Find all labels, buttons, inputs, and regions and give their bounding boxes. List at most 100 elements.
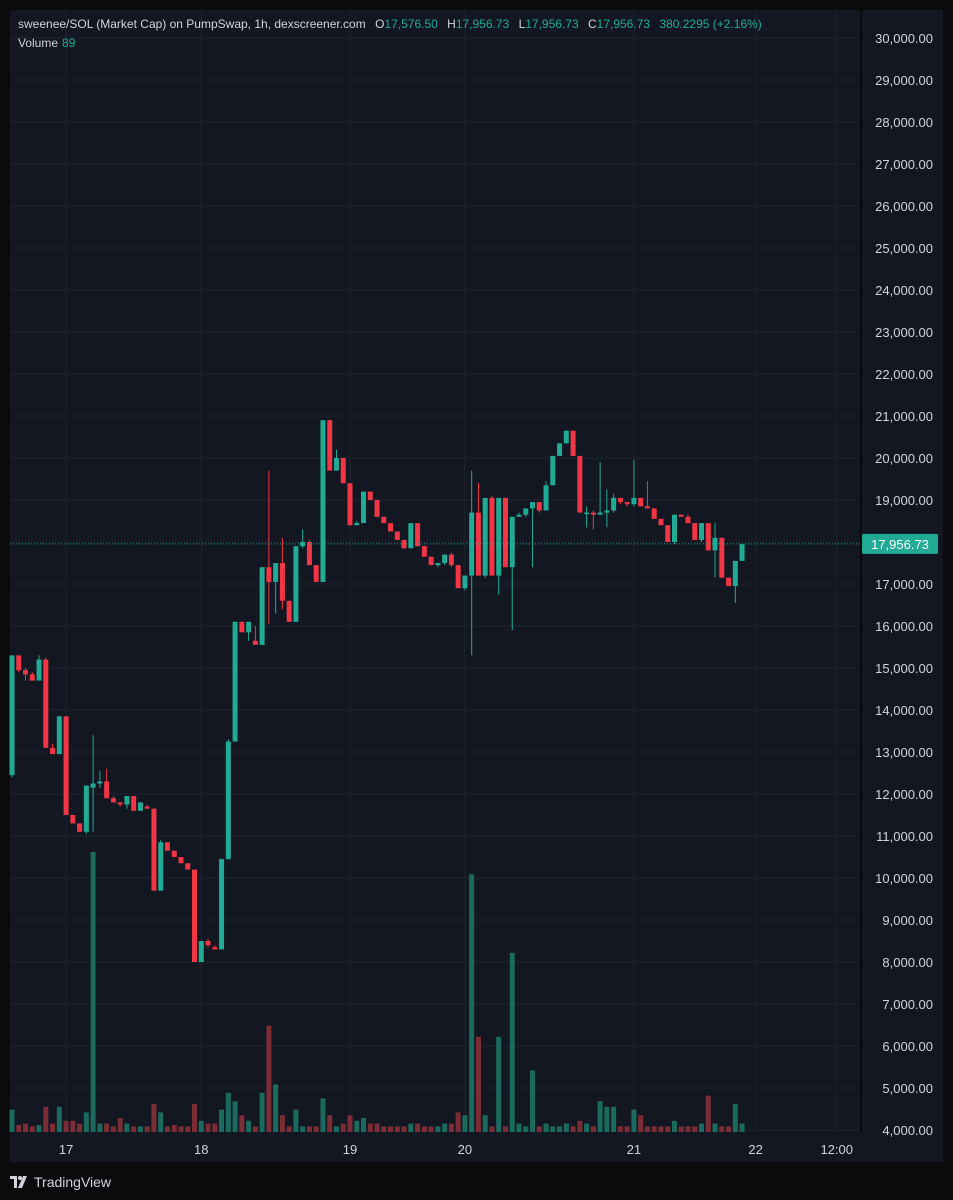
candle[interactable] (381, 516, 387, 524)
candle[interactable] (198, 941, 204, 962)
candle[interactable] (739, 544, 745, 561)
candle[interactable] (50, 743, 56, 755)
candle[interactable] (279, 537, 285, 610)
candle[interactable] (164, 842, 170, 851)
candle[interactable] (584, 506, 590, 528)
candle[interactable] (550, 455, 556, 486)
candle[interactable] (401, 539, 407, 549)
candle[interactable] (671, 514, 677, 545)
candle[interactable] (131, 796, 137, 811)
candle[interactable] (63, 716, 69, 815)
candle[interactable] (685, 514, 691, 524)
candle[interactable] (523, 508, 529, 517)
candle[interactable] (327, 420, 333, 471)
candle[interactable] (455, 565, 461, 589)
candle[interactable] (29, 672, 35, 681)
candle[interactable] (266, 470, 272, 624)
candle[interactable] (658, 518, 664, 526)
candle[interactable] (732, 560, 738, 603)
candle[interactable] (597, 462, 603, 515)
candle[interactable] (104, 768, 110, 799)
candle[interactable] (442, 554, 448, 566)
candle[interactable] (557, 443, 563, 456)
candle[interactable] (726, 577, 732, 587)
candle[interactable] (462, 575, 468, 591)
candle[interactable] (151, 808, 157, 891)
candle[interactable] (489, 495, 495, 576)
candle[interactable] (394, 531, 400, 540)
candle[interactable] (137, 802, 143, 811)
candle[interactable] (117, 802, 123, 807)
candle[interactable] (502, 497, 508, 568)
candle[interactable] (448, 552, 454, 568)
candle[interactable] (361, 491, 367, 524)
candle[interactable] (347, 483, 353, 526)
candle[interactable] (604, 489, 610, 528)
candle[interactable] (171, 850, 177, 857)
candle[interactable] (421, 546, 427, 557)
candle[interactable] (516, 512, 522, 517)
candle[interactable] (354, 521, 360, 526)
candle[interactable] (23, 668, 29, 681)
candle[interactable] (70, 815, 76, 824)
candle[interactable] (77, 823, 83, 832)
candle[interactable] (259, 567, 265, 645)
candle[interactable] (374, 500, 380, 517)
candle[interactable] (286, 600, 292, 622)
candle[interactable] (367, 491, 373, 500)
candle[interactable] (577, 455, 583, 513)
candle[interactable] (651, 508, 657, 519)
tradingview-logo[interactable]: TradingView (10, 1174, 111, 1190)
candle[interactable] (97, 770, 103, 788)
candle[interactable] (313, 565, 319, 582)
candle[interactable] (611, 493, 617, 513)
candle[interactable] (9, 655, 15, 778)
candle[interactable] (205, 938, 211, 948)
candle[interactable] (293, 546, 299, 622)
candle[interactable] (509, 516, 515, 631)
candle[interactable] (90, 735, 96, 832)
candle[interactable] (543, 481, 549, 511)
candle[interactable] (246, 621, 252, 641)
candle[interactable] (43, 657, 49, 748)
candle[interactable] (665, 525, 671, 542)
candle[interactable] (178, 857, 184, 864)
candle[interactable] (699, 523, 705, 542)
candle[interactable] (158, 840, 164, 891)
candle[interactable] (185, 863, 191, 870)
candle[interactable] (320, 420, 326, 582)
candle[interactable] (252, 626, 258, 645)
candle[interactable] (408, 523, 414, 549)
candle[interactable] (232, 621, 238, 742)
candle[interactable] (110, 796, 116, 803)
candle[interactable] (435, 563, 441, 568)
candle[interactable] (16, 655, 22, 673)
candle[interactable] (273, 563, 279, 614)
candle[interactable] (496, 497, 502, 595)
candle[interactable] (225, 739, 231, 860)
candle[interactable] (56, 716, 62, 755)
candle[interactable] (36, 655, 42, 681)
candle[interactable] (631, 460, 637, 507)
candle[interactable] (83, 785, 89, 834)
candle[interactable] (415, 523, 421, 547)
candle[interactable] (239, 621, 245, 633)
candle[interactable] (469, 470, 475, 656)
candle[interactable] (482, 497, 488, 578)
candle[interactable] (333, 449, 339, 471)
candle[interactable] (624, 502, 630, 507)
candle[interactable] (388, 523, 394, 532)
candle[interactable] (678, 514, 684, 517)
candle[interactable] (617, 497, 623, 505)
candle[interactable] (219, 859, 225, 950)
candle[interactable] (530, 502, 536, 568)
candle[interactable] (212, 945, 218, 950)
candle[interactable] (563, 430, 569, 444)
candle[interactable] (124, 796, 130, 809)
candle[interactable] (192, 869, 198, 962)
candle[interactable] (340, 458, 346, 484)
candle[interactable] (705, 523, 711, 551)
candle[interactable] (536, 502, 542, 513)
candle[interactable] (570, 430, 576, 456)
